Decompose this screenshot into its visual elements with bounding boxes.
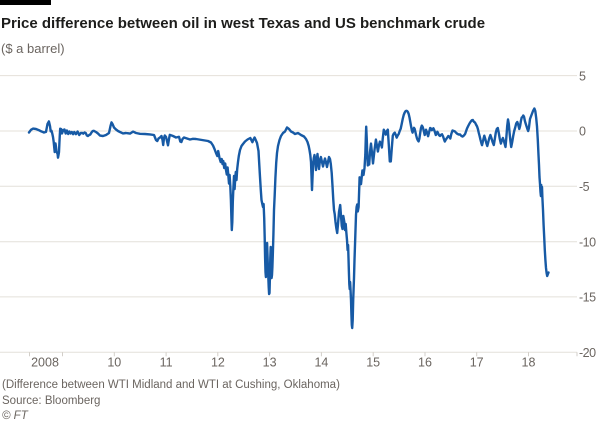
svg-text:10: 10 xyxy=(107,356,121,370)
svg-text:14: 14 xyxy=(314,356,328,370)
svg-text:-15: -15 xyxy=(579,291,596,305)
svg-text:13: 13 xyxy=(263,356,277,370)
svg-text:18: 18 xyxy=(522,356,536,370)
svg-text:15: 15 xyxy=(366,356,380,370)
svg-text:12: 12 xyxy=(211,356,225,370)
svg-text:-20: -20 xyxy=(579,346,596,360)
svg-text:2008: 2008 xyxy=(31,356,59,370)
svg-text:-10: -10 xyxy=(579,235,596,249)
svg-text:5: 5 xyxy=(579,69,586,83)
svg-text:16: 16 xyxy=(418,356,432,370)
svg-text:11: 11 xyxy=(160,356,173,370)
svg-text:0: 0 xyxy=(579,125,586,139)
svg-text:-5: -5 xyxy=(579,180,590,194)
svg-text:17: 17 xyxy=(470,356,484,370)
